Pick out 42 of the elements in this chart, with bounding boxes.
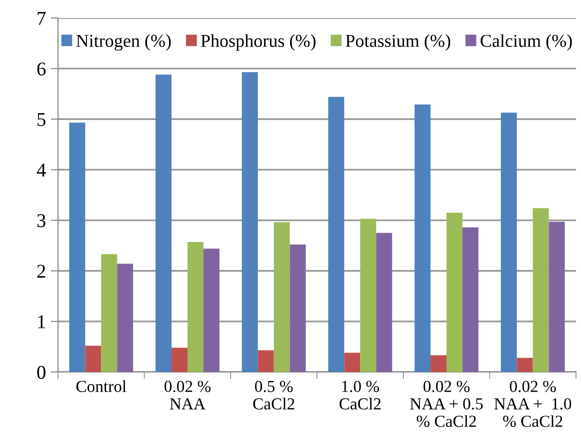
legend-label: Nitrogen (%): [76, 34, 171, 51]
bar: [328, 96, 344, 372]
legend-label: Potassium (%): [346, 34, 450, 51]
bar: [117, 264, 134, 372]
y-tick-label: 2: [37, 264, 46, 278]
bar: [258, 350, 274, 372]
bar: [69, 122, 86, 372]
bar: [85, 346, 102, 372]
legend-label: Calcium (%): [480, 34, 572, 51]
legend-label: Phosphorus (%): [200, 34, 316, 51]
bar: [156, 74, 172, 372]
y-tick-label: 4: [36, 164, 46, 176]
y-tick-label: 0: [37, 366, 46, 379]
bar: [188, 242, 204, 372]
bar: [101, 254, 118, 372]
y-tick-label: 1: [38, 315, 46, 328]
x-tick-label: 0.02 % NAA + 1.0 % CaCl2: [494, 380, 572, 427]
bar: [446, 212, 462, 372]
x-tick-label: 0.5 % CaCl2: [253, 380, 294, 410]
bar: [344, 352, 360, 372]
bar: [360, 218, 376, 372]
bar: [430, 355, 446, 372]
y-tick-label: 3: [37, 214, 46, 228]
bar: [242, 72, 258, 372]
x-tick-label: Control: [76, 380, 126, 392]
bar: [414, 104, 431, 372]
x-tick-label: 0.02 % NAA: [164, 380, 211, 410]
bar: [203, 248, 220, 372]
bar: [532, 208, 549, 372]
bar: [548, 222, 565, 372]
bar: [274, 222, 290, 372]
bar: [172, 348, 188, 372]
bar: [376, 232, 392, 372]
y-tick-label: 6: [37, 62, 46, 76]
bar: [516, 358, 533, 372]
y-tick-label: 7: [38, 12, 46, 25]
x-tick-label: 1.0 % CaCl2: [340, 380, 381, 410]
bar: [462, 227, 478, 372]
bar: [500, 112, 517, 372]
x-tick-label: 0.02 % NAA + 0.5 % CaCl2: [410, 380, 483, 427]
bar: [290, 244, 306, 372]
y-tick-label: 5: [38, 113, 46, 126]
